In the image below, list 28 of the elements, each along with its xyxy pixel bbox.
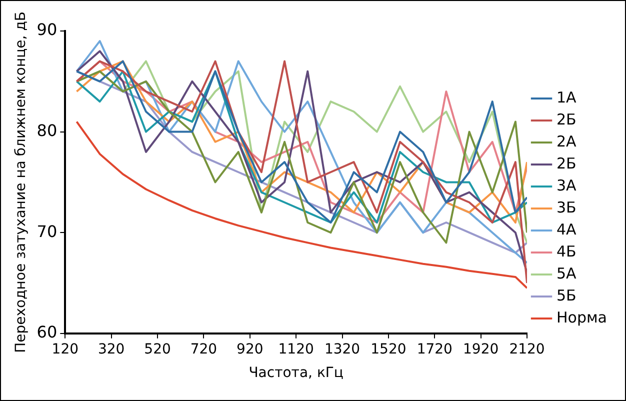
x-tick-label: 320 [98, 341, 125, 358]
legend-label: 2А [556, 132, 578, 150]
y-tick-label: 70 [36, 222, 58, 241]
legend-label: 3А [556, 176, 578, 194]
legend-label: Норма [556, 308, 608, 326]
y-tick-label: 80 [36, 120, 58, 140]
x-tick-label: 520 [144, 341, 171, 358]
y-tick-label: 90 [36, 20, 58, 40]
legend-label: 4Б [556, 242, 576, 260]
legend-label: 3Б [556, 198, 576, 216]
x-tick-label: 1120 [278, 341, 314, 358]
y-axis-title: Переходное затухание на ближнем конце, дБ [13, 12, 30, 353]
legend-label: 1А [556, 88, 578, 106]
x-tick-label: 1520 [370, 341, 406, 358]
legend-label: 2Б [556, 110, 576, 128]
x-tick-label: 1320 [324, 341, 360, 358]
x-tick-label: 720 [190, 341, 218, 358]
x-tick-label: 920 [236, 341, 264, 358]
x-axis-title: Частота, кГц [248, 365, 344, 382]
x-tick-label: 120 [52, 341, 79, 358]
y-tick-label: 60 [36, 322, 58, 342]
legend-label: 5А [556, 264, 578, 282]
x-tick-label: 1720 [416, 341, 452, 358]
x-tick-label: 1920 [463, 341, 499, 358]
legend-label: 4А [556, 220, 578, 238]
x-tick-label: 2120 [509, 341, 545, 358]
legend-label: 5Б [556, 286, 576, 304]
legend-label: 2Б [556, 154, 576, 172]
